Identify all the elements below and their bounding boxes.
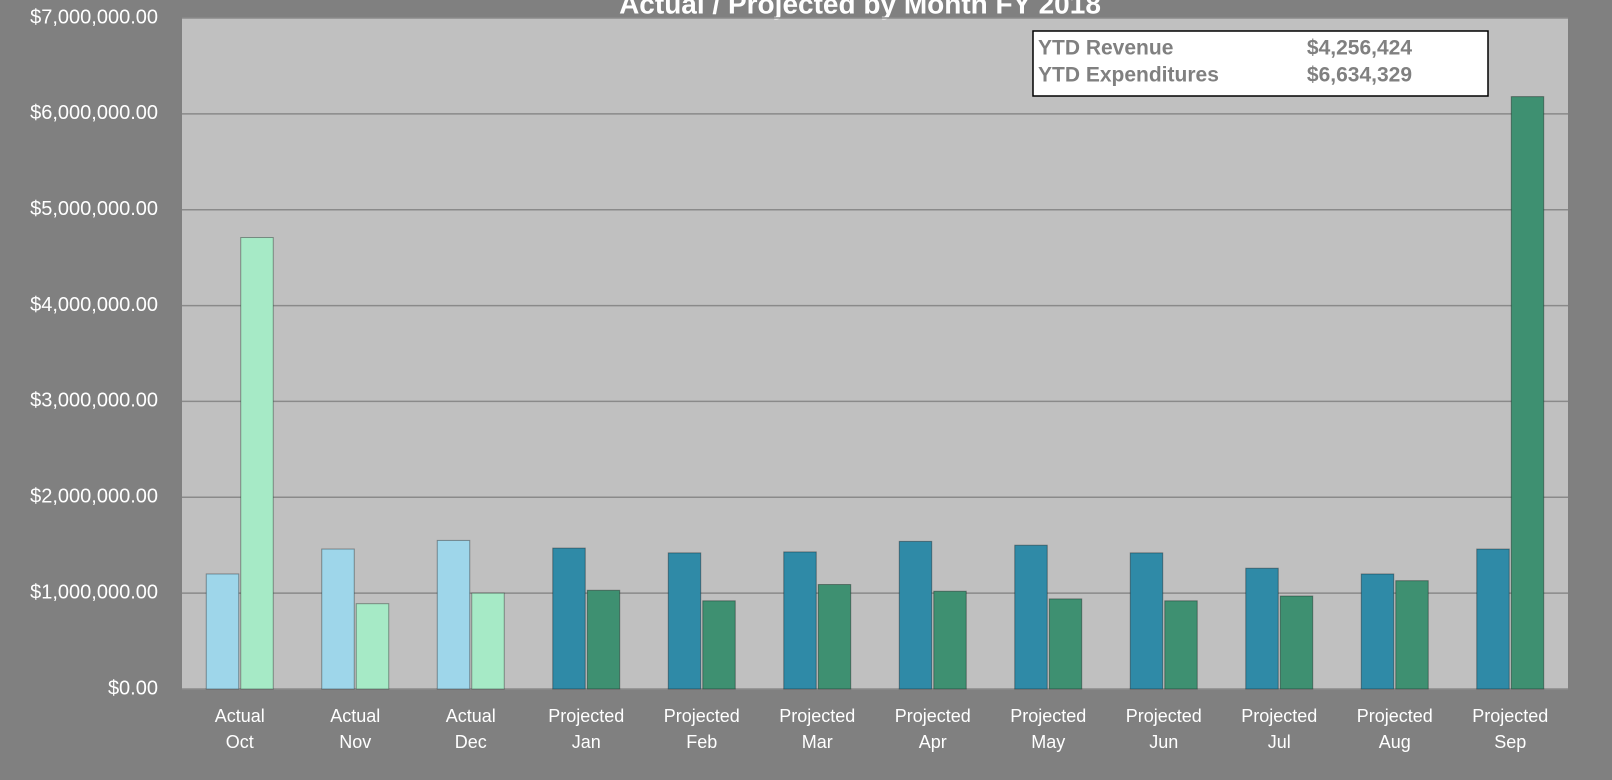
x-tick-line: Nov (339, 732, 371, 752)
bar (1014, 544, 1048, 690)
x-tick-line: Projected (1010, 706, 1086, 726)
bar (240, 237, 274, 690)
x-tick-label: Projected Sep (1472, 706, 1548, 752)
bar (1279, 595, 1314, 690)
plot-area (182, 18, 1568, 689)
x-tick-label: Actual Nov (330, 706, 380, 752)
x-tick-label: Projected Apr (895, 706, 971, 752)
bar (1510, 96, 1545, 690)
bar (471, 592, 505, 690)
x-tick-label: Projected Feb (664, 706, 740, 752)
x-tick-label: Projected Jun (1126, 706, 1202, 752)
x-tick-line: Projected (779, 706, 855, 726)
y-tick-label: $0.00 (108, 677, 158, 699)
x-tick-line: Feb (686, 732, 717, 752)
x-tick-line: Projected (1357, 706, 1433, 726)
x-tick-line: Actual (446, 706, 496, 726)
x-tick-label: Projected May (1010, 706, 1086, 752)
x-tick-line: Dec (455, 732, 487, 752)
x-tick-line: Jul (1268, 732, 1291, 752)
bar (1395, 580, 1429, 690)
x-tick-label: Projected Jan (548, 706, 624, 752)
bar (1476, 548, 1510, 690)
x-tick-line: Projected (664, 706, 740, 726)
bar (355, 603, 390, 690)
x-tick-line: Mar (802, 732, 833, 752)
y-tick-label: $6,000,000.00 (30, 102, 158, 124)
bar (436, 539, 471, 690)
x-tick-line: Jan (572, 732, 601, 752)
x-tick-line: Projected (895, 706, 971, 726)
x-tick-label: Actual Oct (215, 706, 265, 752)
annotation-label: YTD Revenue (1038, 37, 1173, 60)
bar (667, 552, 702, 690)
annotation-value: $6,634,329 (1307, 64, 1412, 87)
chart-title: Actual / Projected by Month FY 2018 (619, 0, 1101, 19)
x-tick-line: Sep (1494, 732, 1526, 752)
x-tick-label: Projected Jul (1241, 706, 1317, 752)
x-tick-line: Projected (1126, 706, 1202, 726)
bar (702, 600, 736, 690)
y-tick-label: $2,000,000.00 (30, 486, 158, 508)
bar (1245, 567, 1279, 690)
y-tick-label: $7,000,000.00 (30, 6, 158, 28)
bar (1048, 598, 1083, 690)
bar (1360, 573, 1395, 690)
y-tick-label: $1,000,000.00 (30, 581, 158, 603)
bar (898, 540, 933, 690)
x-tick-label: Projected Aug (1357, 706, 1433, 752)
x-tick-label: Actual Dec (446, 706, 496, 752)
y-tick-label: $5,000,000.00 (30, 198, 158, 220)
x-tick-label: Projected Mar (779, 706, 855, 752)
x-tick-line: Projected (1472, 706, 1548, 726)
x-tick-line: Projected (1241, 706, 1317, 726)
bar (205, 573, 240, 690)
x-tick-line: Oct (226, 732, 254, 752)
bar (783, 551, 817, 690)
x-tick-line: Projected (548, 706, 624, 726)
bar (933, 590, 967, 690)
y-tick-label: $4,000,000.00 (30, 294, 158, 316)
x-tick-line: Jun (1149, 732, 1178, 752)
bar (1164, 600, 1198, 690)
x-tick-line: Actual (330, 706, 380, 726)
bar (586, 589, 621, 690)
annotation-value: $4,256,424 (1307, 37, 1412, 60)
annotation-label: YTD Expenditures (1038, 64, 1219, 87)
bar (817, 584, 852, 690)
x-tick-line: Apr (919, 732, 947, 752)
x-tick-line: May (1031, 732, 1065, 752)
x-tick-line: Actual (215, 706, 265, 726)
x-tick-line: Aug (1379, 732, 1411, 752)
y-tick-label: $3,000,000.00 (30, 390, 158, 412)
annotation-box (1032, 30, 1489, 97)
bar (321, 548, 355, 690)
bar (552, 547, 586, 690)
bar (1129, 552, 1164, 690)
